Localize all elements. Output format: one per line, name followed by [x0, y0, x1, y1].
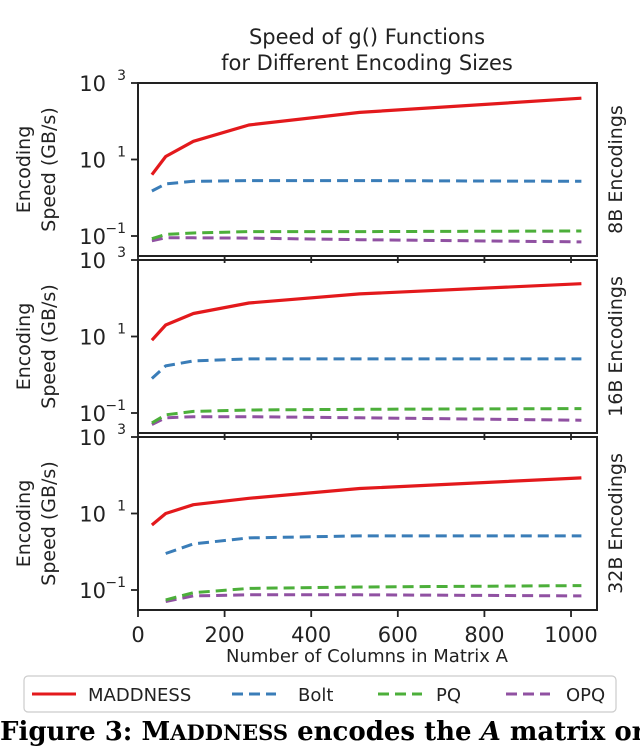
series-line-opq	[151, 236, 582, 244]
legend-item-opq: OPQ	[506, 685, 605, 706]
legend-label: OPQ	[566, 685, 605, 706]
y-axis-label: Encoding	[13, 303, 35, 391]
series-line-maddness	[150, 96, 582, 176]
x-tick-label: 400	[291, 623, 331, 647]
legend-item-maddness: MADDNESS	[32, 685, 191, 706]
series-line-maddness	[150, 476, 582, 527]
y-tick-exponent: −1	[105, 398, 126, 414]
y-tick-exponent: −1	[105, 221, 126, 237]
series-line-opq	[151, 415, 582, 426]
y-tick-label: 10	[79, 72, 106, 96]
y-tick-label: 10	[79, 325, 106, 349]
legend-label: MADDNESS	[88, 685, 191, 706]
caption-smallcaps: ADDNESS	[170, 720, 289, 745]
legend: MADDNESS Bolt PQ OPQ	[23, 675, 617, 713]
caption-italic: A	[480, 717, 501, 747]
panel-label: 8B Encodings	[605, 105, 627, 234]
y-tick-label: 10	[79, 502, 106, 526]
y-tick-exponent: −1	[105, 575, 126, 591]
panel-frame	[137, 436, 598, 611]
y-tick-exponent: 1	[117, 321, 126, 337]
panel-frame	[137, 259, 598, 434]
legend-box	[23, 675, 617, 713]
x-tick-label: 800	[464, 623, 504, 647]
series-line-bolt	[150, 357, 582, 380]
y-tick-label: 10	[79, 148, 106, 172]
chart-title: Speed of g() Functions	[249, 25, 485, 49]
y-axis-label: Encoding	[13, 126, 35, 214]
y-axis-label: Speed (GB/s)	[38, 461, 60, 585]
legend-item-bolt: Bolt	[232, 685, 333, 706]
series-line-bolt	[165, 534, 582, 555]
panel-label: 16B Encodings	[605, 276, 627, 417]
series-line-pq	[151, 229, 582, 241]
y-tick-label: 10	[79, 402, 106, 426]
caption-suffix: matrix orders of	[509, 717, 640, 747]
series-line-opq	[165, 593, 582, 603]
x-tick-label: 0	[131, 623, 144, 647]
y-axis-label: Speed (GB/s)	[38, 107, 60, 231]
y-tick-exponent: 3	[117, 68, 126, 84]
y-tick-exponent: 1	[117, 498, 126, 514]
y-tick-label: 10	[79, 249, 106, 273]
y-tick-label: 10	[79, 225, 106, 249]
legend-label: Bolt	[298, 685, 333, 706]
legend-label: PQ	[436, 685, 461, 706]
x-tick-label: 200	[205, 623, 245, 647]
caption-prefix: Figure 3: M	[0, 717, 171, 747]
legend-item-pq: PQ	[378, 685, 461, 706]
y-tick-label: 10	[79, 579, 106, 603]
y-axis-label: Speed (GB/s)	[38, 284, 60, 408]
series-line-pq	[165, 584, 582, 602]
x-tick-label: 600	[378, 623, 418, 647]
y-tick-label: 10	[79, 426, 106, 450]
figure-caption: Figure 3: MADDNESS encodes the A matrix …	[0, 716, 640, 748]
series-line-maddness	[150, 282, 582, 342]
y-tick-exponent: 1	[117, 144, 126, 160]
y-tick-exponent: 3	[117, 245, 126, 261]
series-line-pq	[151, 407, 582, 425]
x-tick-label: 1000	[544, 623, 597, 647]
y-axis-label: Encoding	[13, 480, 35, 568]
x-axis-label: Number of Columns in Matrix A	[226, 646, 509, 667]
panel-frame	[137, 82, 598, 257]
y-tick-exponent: 3	[117, 422, 126, 438]
caption-middle: encodes the	[288, 717, 481, 747]
panel-label: 32B Encodings	[605, 453, 627, 594]
chart-subtitle: for Different Encoding Sizes	[221, 51, 513, 75]
series-line-bolt	[151, 179, 582, 193]
